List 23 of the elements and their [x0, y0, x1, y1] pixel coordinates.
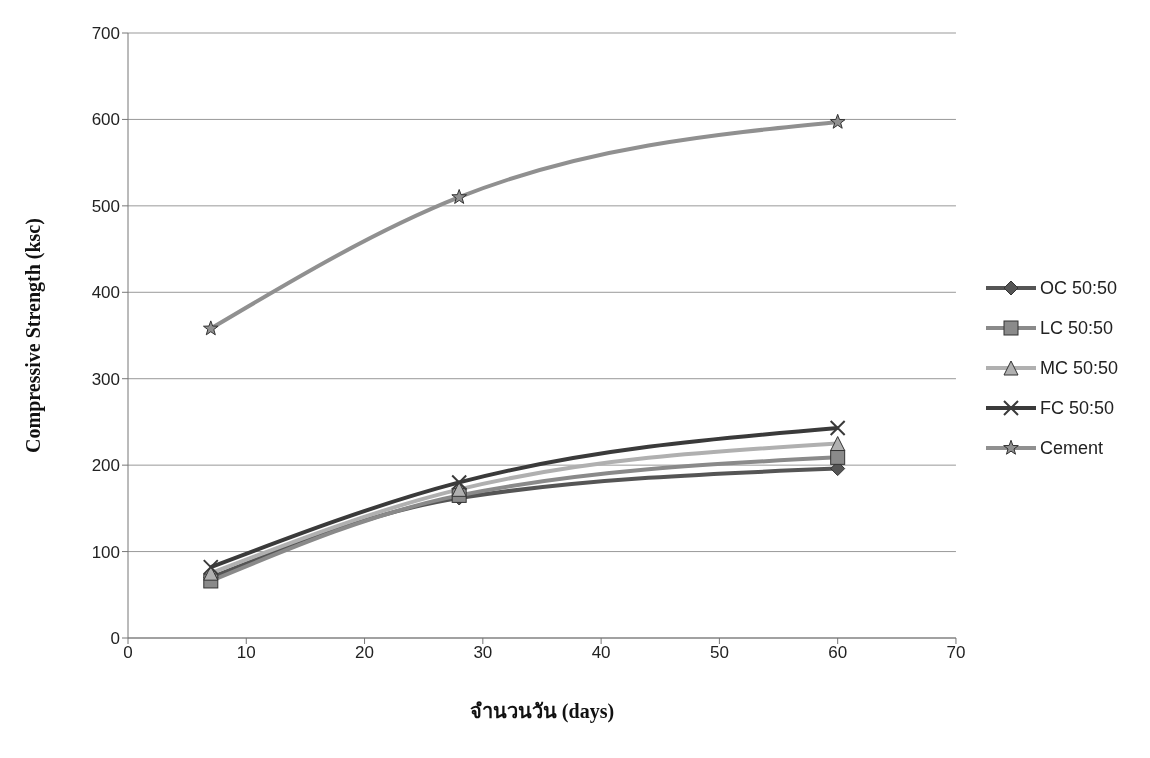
y-tick-label: 700: [91, 24, 120, 44]
x-tick-label: 60: [828, 643, 848, 663]
x-axis-title: จำนวนวัน (days): [469, 700, 615, 723]
x-tick-label: 40: [591, 643, 611, 663]
x-tick-label: 10: [236, 643, 256, 663]
y-tick-label: 200: [91, 456, 120, 476]
x-tick-label: 30: [473, 643, 493, 663]
y-tick-label: 0: [110, 629, 120, 649]
x-tick-label: 20: [355, 643, 375, 663]
legend-label: FC 50:50: [1039, 397, 1114, 419]
y-tick-label: 600: [91, 110, 120, 130]
y-tick-label: 400: [91, 283, 120, 303]
legend-label: MC 50:50: [1039, 357, 1118, 379]
x-tick-label: 70: [946, 643, 966, 663]
y-tick-label: 100: [91, 542, 120, 562]
legend-label: Cement: [1039, 437, 1103, 459]
y-tick-label: 500: [91, 196, 120, 216]
x-tick-label: 50: [709, 643, 729, 663]
legend-label: LC 50:50: [1039, 317, 1114, 339]
y-axis-title: Compressive Strength (ksc): [22, 218, 46, 453]
x-tick-label: 0: [123, 643, 133, 663]
legend-label: OC 50:50: [1039, 277, 1117, 299]
y-tick-label: 300: [91, 369, 120, 389]
